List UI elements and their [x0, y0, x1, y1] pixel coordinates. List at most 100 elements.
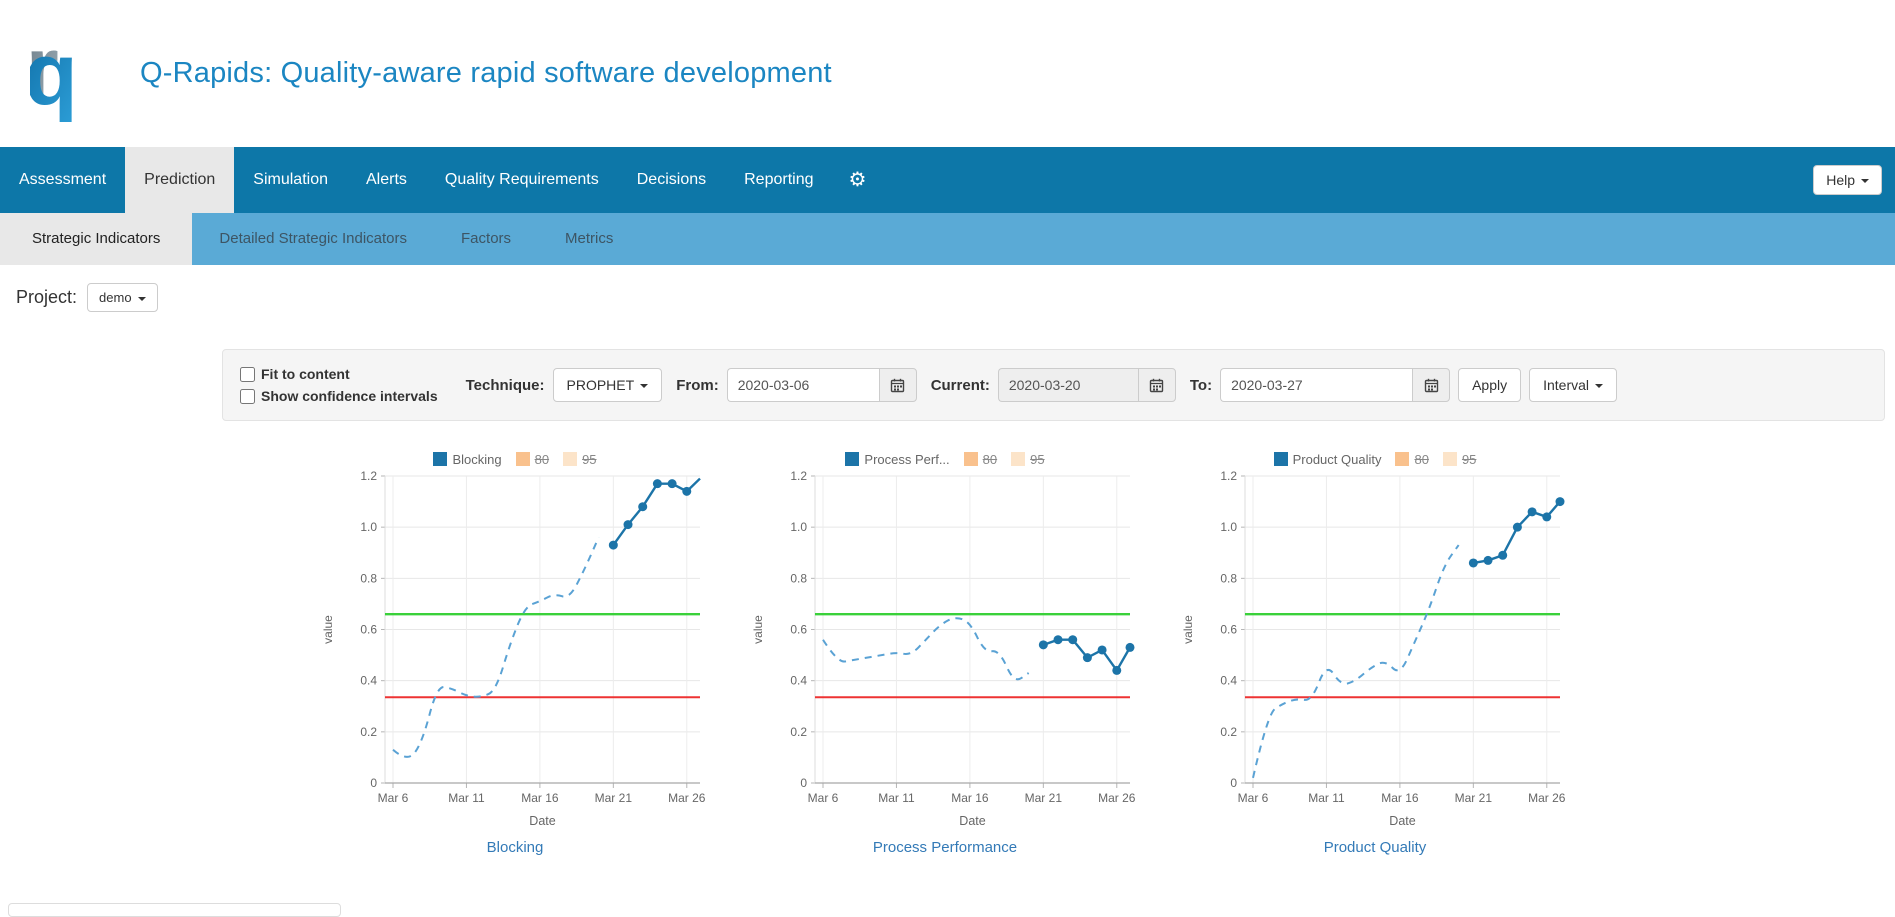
subnav-item-detailed-strategic-indicators[interactable]: Detailed Strategic Indicators [219, 230, 408, 247]
svg-text:1.0: 1.0 [360, 520, 377, 534]
legend-swatch [1011, 452, 1026, 466]
from-date-input[interactable] [726, 368, 879, 402]
legend-label: 80 [982, 451, 998, 467]
calendar-icon [1150, 378, 1164, 392]
svg-text:0: 0 [1230, 776, 1237, 790]
forecast-point [1082, 653, 1092, 663]
chart-title-link[interactable]: Blocking [486, 839, 544, 856]
svg-text:1.2: 1.2 [1220, 470, 1237, 483]
apply-button[interactable]: Apply [1458, 368, 1522, 402]
forecast-point [1498, 550, 1508, 560]
y-axis-label: value [751, 615, 765, 644]
project-label: Project: [16, 287, 78, 307]
legend-item[interactable]: 80 [1395, 451, 1429, 467]
legend-item[interactable]: 95 [1011, 451, 1045, 467]
prediction-subnav: Strategic Indicators Detailed Strategic … [0, 213, 1895, 265]
project-dropdown[interactable]: demo [87, 283, 158, 312]
svg-text:0.6: 0.6 [360, 623, 377, 637]
legend-item[interactable]: Process Perf... [845, 451, 950, 467]
to-date-input[interactable] [1220, 368, 1413, 402]
legend-item[interactable]: Blocking [433, 452, 502, 467]
technique-dropdown[interactable]: PROPHET [552, 368, 663, 402]
to-calendar-button[interactable] [1412, 368, 1451, 402]
chart-product-quality: Product Quality 80 95 0 0.2 0.4 0.6 0.8 1.0 1.2 Ma… [1160, 451, 1590, 857]
svg-text:0.4: 0.4 [360, 674, 377, 688]
svg-text:0.8: 0.8 [790, 571, 807, 585]
svg-text:1.0: 1.0 [790, 520, 807, 534]
legend-item[interactable]: 80 [515, 451, 550, 467]
y-axis-label: value [321, 615, 335, 644]
legend-label: 80 [1414, 451, 1429, 467]
historical-series-line [392, 536, 600, 758]
legend-swatch [1273, 452, 1288, 466]
forecast-point [1038, 640, 1048, 650]
subnav-item-factors[interactable]: Factors [461, 230, 512, 247]
x-axis-label: Date [1389, 814, 1415, 828]
project-row: Project: demo [16, 283, 1895, 312]
calendar-icon [1424, 378, 1438, 392]
nav-item-alerts[interactable]: Alerts [366, 171, 407, 188]
gear-icon[interactable]: ⚙ [848, 169, 867, 191]
forecast-point [1555, 497, 1565, 507]
legend-label: 95 [1030, 451, 1045, 467]
current-calendar-button[interactable] [1137, 368, 1176, 402]
chevron-down-icon [1861, 179, 1869, 184]
svg-text:0.6: 0.6 [790, 623, 807, 637]
interval-dropdown[interactable]: Interval [1529, 368, 1618, 402]
nav-item-decisions[interactable]: Decisions [636, 171, 707, 188]
show-confidence-intervals-checkbox[interactable] [240, 388, 255, 404]
chevron-down-icon [640, 384, 649, 389]
forecast-point [1542, 512, 1552, 522]
x-axis-label: Date [959, 814, 985, 828]
nav-item-reporting[interactable]: Reporting [744, 171, 814, 188]
legend-label: 95 [582, 451, 597, 467]
nav-item-simulation[interactable]: Simulation [253, 171, 328, 188]
forecast-point [1125, 642, 1135, 652]
fit-to-content-checkbox[interactable] [240, 366, 255, 382]
fit-to-content-label: Fit to content [261, 366, 350, 382]
legend-item[interactable]: 80 [963, 451, 998, 467]
legend-item[interactable]: Product Quality [1273, 451, 1382, 467]
nav-item-assessment[interactable]: Assessment [19, 171, 107, 188]
svg-text:0.4: 0.4 [790, 674, 807, 688]
nav-item-prediction[interactable]: Prediction [125, 147, 235, 213]
svg-text:Mar 26: Mar 26 [668, 791, 706, 805]
forecast-point [1483, 555, 1493, 565]
legend-item[interactable]: 95 [1442, 451, 1477, 467]
legend-label: 80 [534, 451, 550, 467]
chart-legend: Blocking 80 95 [300, 451, 730, 467]
chart-title-link[interactable]: Process Performance [872, 839, 1018, 856]
from-label: From: [676, 376, 719, 394]
forecast-point [682, 486, 692, 496]
legend-swatch [433, 452, 448, 466]
nav-item-quality-requirements[interactable]: Quality Requirements [444, 171, 599, 188]
svg-text:Mar 6: Mar 6 [1238, 791, 1269, 805]
forecast-point [638, 502, 648, 512]
subnav-item-metrics[interactable]: Metrics [565, 230, 614, 247]
forecast-point [1512, 522, 1522, 532]
legend-label: Product Quality [1292, 451, 1382, 467]
from-calendar-button[interactable] [878, 368, 917, 402]
svg-text:0.2: 0.2 [790, 725, 807, 739]
svg-text:Mar 21: Mar 21 [1455, 791, 1493, 805]
interval-label: Interval [1543, 377, 1590, 393]
current-date-group [997, 368, 1176, 402]
help-button[interactable]: Help [1813, 165, 1882, 195]
legend-label: Process Perf... [864, 451, 950, 467]
prediction-charts-row: Blocking 80 95 0 0.2 0.4 0.6 0.8 1.0 1.2 Mar 6 Mar … [300, 451, 1895, 857]
forecast-point [1068, 635, 1078, 645]
technique-label: Technique: [465, 376, 545, 394]
chevron-down-icon [1595, 384, 1604, 389]
svg-text:1.2: 1.2 [790, 470, 807, 483]
svg-text:Mar 11: Mar 11 [878, 791, 915, 805]
chart-blocking: Blocking 80 95 0 0.2 0.4 0.6 0.8 1.0 1.2 Mar 6 Mar … [300, 451, 730, 857]
legend-item[interactable]: 95 [563, 451, 597, 467]
subnav-item-strategic-indicators[interactable]: Strategic Indicators [0, 213, 193, 265]
forecast-point [1112, 665, 1122, 675]
svg-text:0.2: 0.2 [1220, 725, 1237, 739]
chart-svg: 0 0.2 0.4 0.6 0.8 1.0 1.2 Mar 6 Mar 11 Mar 16 Mar … [751, 469, 1136, 828]
legend-label: 95 [1461, 451, 1477, 467]
legend-swatch [963, 452, 978, 466]
svg-text:q: q [30, 26, 78, 122]
chart-title-link[interactable]: Product Quality [1323, 839, 1427, 856]
